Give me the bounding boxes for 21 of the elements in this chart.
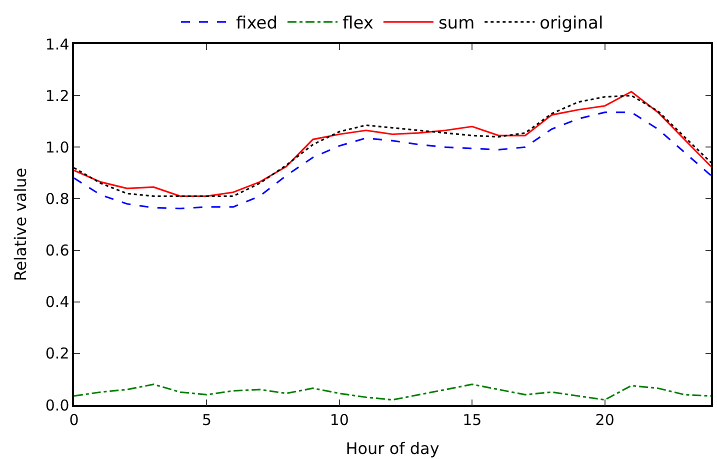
y-tick-label: 1.0 <box>45 138 70 156</box>
y-tick-label: 0.6 <box>45 242 70 260</box>
y-tick-label: 1.2 <box>45 86 70 105</box>
y-axis-title: Relative value <box>10 168 30 282</box>
legend-label: sum <box>438 14 475 34</box>
legend-label: flex <box>342 14 374 34</box>
x-tick-label: 20 <box>595 410 614 429</box>
legend-label: original <box>540 14 604 34</box>
y-tick-label: 0.2 <box>45 344 70 363</box>
y-tick-label: 0.8 <box>45 190 70 208</box>
x-tick-label: 5 <box>202 410 212 429</box>
x-tick-label: 0 <box>69 410 79 429</box>
y-tick-label: 1.4 <box>45 35 70 54</box>
x-tick-label: 15 <box>462 410 482 429</box>
legend-label: fixed <box>236 14 278 34</box>
x-axis-title: Hour of day <box>346 438 440 458</box>
line-series <box>74 384 711 401</box>
line-series <box>74 112 711 210</box>
y-tick-label: 0.0 <box>45 396 70 414</box>
y-tick-label: 0.4 <box>45 293 70 312</box>
x-tick-label: 10 <box>330 410 349 429</box>
